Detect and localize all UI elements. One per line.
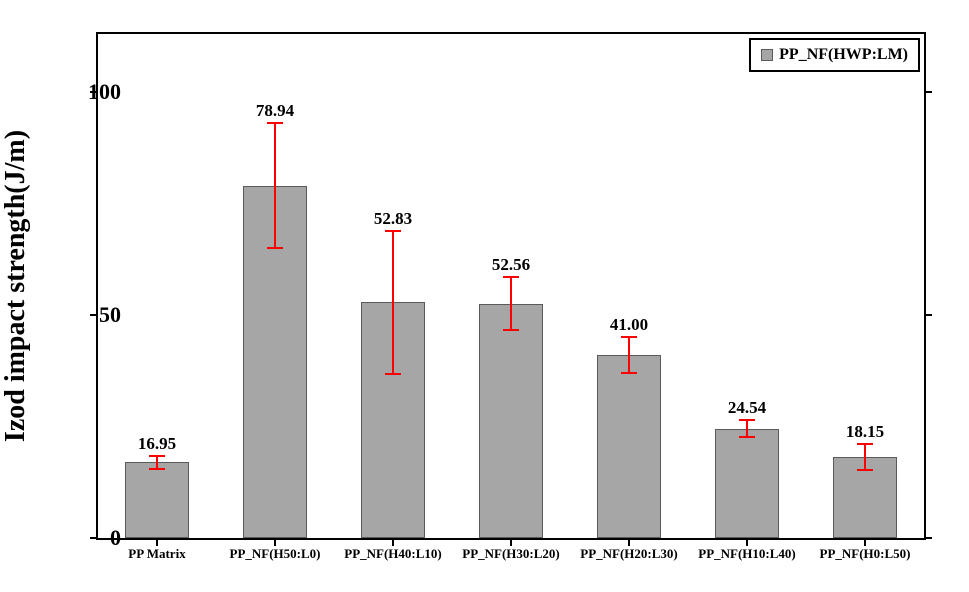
- error-cap: [621, 372, 637, 374]
- error-bar: [628, 337, 630, 373]
- error-cap: [739, 436, 755, 438]
- plot-area: PP_NF(HWP:LM): [96, 32, 926, 540]
- error-bar: [746, 420, 748, 438]
- bar: [597, 355, 662, 538]
- error-bar: [510, 277, 512, 331]
- x-tick: [864, 538, 866, 546]
- error-cap: [503, 276, 519, 278]
- error-bar: [156, 456, 158, 469]
- y-tick-label: 0: [110, 525, 121, 551]
- error-cap: [739, 419, 755, 421]
- error-bar: [274, 123, 276, 248]
- error-cap: [385, 230, 401, 232]
- x-tick-label: PP_NF(H0:L50): [820, 546, 911, 562]
- legend-item: PP_NF(HWP:LM): [761, 46, 908, 64]
- y-tick-label: 100: [88, 79, 121, 105]
- x-tick-label: PP_NF(H30:L20): [462, 546, 559, 562]
- x-tick: [156, 538, 158, 546]
- error-bar: [392, 231, 394, 374]
- x-tick-label: PP_NF(H20:L30): [580, 546, 677, 562]
- data-label: 16.95: [138, 434, 176, 454]
- bar: [479, 304, 544, 538]
- y-tick-right: [924, 537, 932, 539]
- data-label: 41.00: [610, 315, 648, 335]
- x-tick-label: PP_NF(H40:L10): [344, 546, 441, 562]
- data-label: 52.56: [492, 255, 530, 275]
- x-tick-label: PP Matrix: [128, 546, 185, 562]
- x-tick: [274, 538, 276, 546]
- legend: PP_NF(HWP:LM): [749, 38, 920, 72]
- y-tick: [90, 314, 98, 316]
- error-cap: [621, 336, 637, 338]
- x-tick: [510, 538, 512, 546]
- y-tick-right: [924, 91, 932, 93]
- error-cap: [385, 373, 401, 375]
- bar: [125, 462, 190, 538]
- x-tick: [392, 538, 394, 546]
- error-cap: [149, 468, 165, 470]
- bar: [715, 429, 780, 538]
- error-cap: [267, 122, 283, 124]
- error-cap: [857, 443, 873, 445]
- legend-swatch-icon: [761, 49, 773, 61]
- x-tick: [746, 538, 748, 546]
- legend-label: PP_NF(HWP:LM): [779, 46, 908, 64]
- data-label: 78.94: [256, 101, 294, 121]
- error-cap: [503, 329, 519, 331]
- x-tick: [628, 538, 630, 546]
- x-tick-label: PP_NF(H10:L40): [698, 546, 795, 562]
- data-label: 52.83: [374, 209, 412, 229]
- x-tick-label: PP_NF(H50:L0): [230, 546, 321, 562]
- y-tick-label: 50: [99, 302, 121, 328]
- chart-container: Izod impact strength(J/m) PP_NF(HWP:LM) …: [0, 0, 969, 592]
- data-label: 18.15: [846, 422, 884, 442]
- y-tick-right: [924, 314, 932, 316]
- y-tick: [90, 537, 98, 539]
- data-label: 24.54: [728, 398, 766, 418]
- error-cap: [267, 247, 283, 249]
- error-cap: [857, 469, 873, 471]
- error-bar: [864, 444, 866, 471]
- error-cap: [149, 455, 165, 457]
- y-axis-title: Izod impact strength(J/m): [0, 130, 32, 442]
